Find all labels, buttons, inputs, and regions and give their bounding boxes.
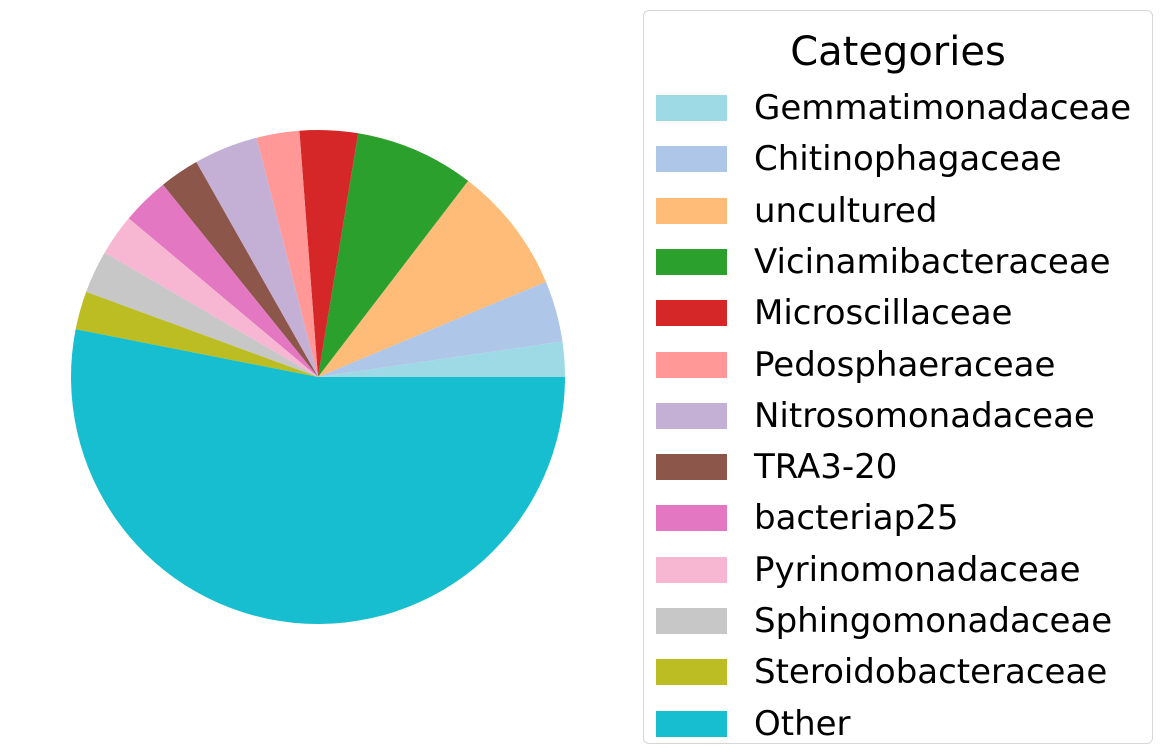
- legend-label: Gemmatimonadaceae: [754, 88, 1132, 128]
- legend-item-steroidobacteraceae: Steroidobacteraceae: [656, 652, 1107, 692]
- pie-slice-other: [70, 329, 565, 624]
- legend-label: Nitrosomonadaceae: [754, 395, 1095, 436]
- legend-label: uncultured: [754, 190, 938, 231]
- pie-slice-microscillaceae: [299, 129, 359, 377]
- pie-slice-sphingomonadaceae: [86, 252, 318, 377]
- legend-item-vicinamibacteraceae: Vicinamibacteraceae: [656, 242, 1111, 282]
- legend-swatch: [656, 556, 727, 583]
- legend-swatch: [656, 659, 727, 686]
- legend-title: Categories: [790, 29, 1006, 75]
- legend-label: Sphingomonadaceae: [754, 601, 1113, 641]
- legend: Categories Gemmatimonadaceae Chitinophaga…: [643, 10, 1153, 744]
- pie-slice-bacteriap25: [128, 184, 318, 377]
- pie-slice-uncultured: [318, 180, 546, 377]
- legend-swatch: [656, 95, 727, 121]
- legend-swatch: [656, 402, 727, 429]
- legend-item-sphingomonadaceae: Sphingomonadaceae: [656, 601, 1112, 641]
- legend-label: Steroidobacteraceae: [754, 652, 1108, 693]
- legend-swatch: [656, 505, 727, 532]
- pie-slice-gemmatimonadaceae: [318, 341, 566, 377]
- legend-swatch: [656, 608, 727, 634]
- legend-swatch: [656, 146, 727, 173]
- legend-label: Pedosphaeraceae: [754, 344, 1056, 385]
- pie-slice-steroidobacteraceae: [75, 291, 318, 377]
- legend-label: Vicinamibacteraceae: [754, 241, 1111, 282]
- legend-item-pyrinomonadaceae: Pyrinomonadaceae: [656, 550, 1081, 590]
- legend-label: Microscillaceae: [754, 293, 1013, 334]
- legend-swatch: [656, 300, 727, 327]
- legend-item-uncultured: uncultured: [656, 191, 937, 231]
- legend-item-pedosphaeraceae: Pedosphaeraceae: [656, 345, 1055, 385]
- legend-swatch: [656, 454, 727, 481]
- legend-label: Pyrinomonadaceae: [754, 549, 1081, 590]
- legend-item-bacteriap25: bacteriap25: [656, 498, 958, 538]
- legend-label: Other: [754, 703, 851, 744]
- pie-slice-pedosphaeraceae: [256, 130, 318, 377]
- legend-swatch: [656, 710, 727, 737]
- legend-label: TRA3-20: [754, 447, 898, 488]
- legend-label: Chitinophagaceae: [754, 139, 1062, 180]
- pie-slice-chitinophagaceae: [318, 281, 563, 377]
- legend-swatch: [656, 197, 727, 224]
- legend-item-tra3-20: TRA3-20: [656, 447, 897, 487]
- legend-item-microscillaceae: Microscillaceae: [656, 293, 1012, 333]
- legend-swatch: [656, 248, 727, 275]
- legend-label: bacteriap25: [754, 498, 959, 539]
- legend-item-chitinophagaceae: Chitinophagaceae: [656, 139, 1062, 179]
- pie-slice-pyrinomonadaceae: [104, 218, 318, 377]
- legend-item-nitrosomonadaceae: Nitrosomonadaceae: [656, 396, 1095, 436]
- legend-item-gemmatimonadaceae: Gemmatimonadaceae: [656, 88, 1131, 128]
- pie-slice-tra3-20: [162, 162, 318, 377]
- legend-item-other: Other: [656, 704, 851, 744]
- pie-slice-vicinamibacteraceae: [318, 133, 469, 377]
- legend-swatch: [656, 351, 727, 378]
- pie-slice-nitrosomonadaceae: [196, 137, 318, 377]
- pie-chart: [70, 129, 566, 624]
